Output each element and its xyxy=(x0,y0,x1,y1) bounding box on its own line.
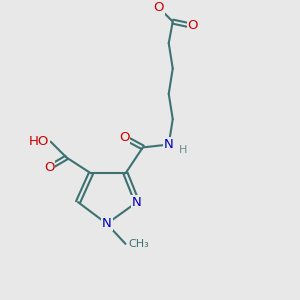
Text: N: N xyxy=(102,217,112,230)
Text: O: O xyxy=(44,161,55,174)
Text: HO: HO xyxy=(29,135,49,148)
Text: CH₃: CH₃ xyxy=(128,239,149,249)
Text: H: H xyxy=(179,145,187,155)
Text: N: N xyxy=(164,138,174,151)
Text: O: O xyxy=(188,20,198,32)
Text: N: N xyxy=(132,196,142,208)
Text: O: O xyxy=(153,1,164,14)
Text: O: O xyxy=(119,131,129,144)
